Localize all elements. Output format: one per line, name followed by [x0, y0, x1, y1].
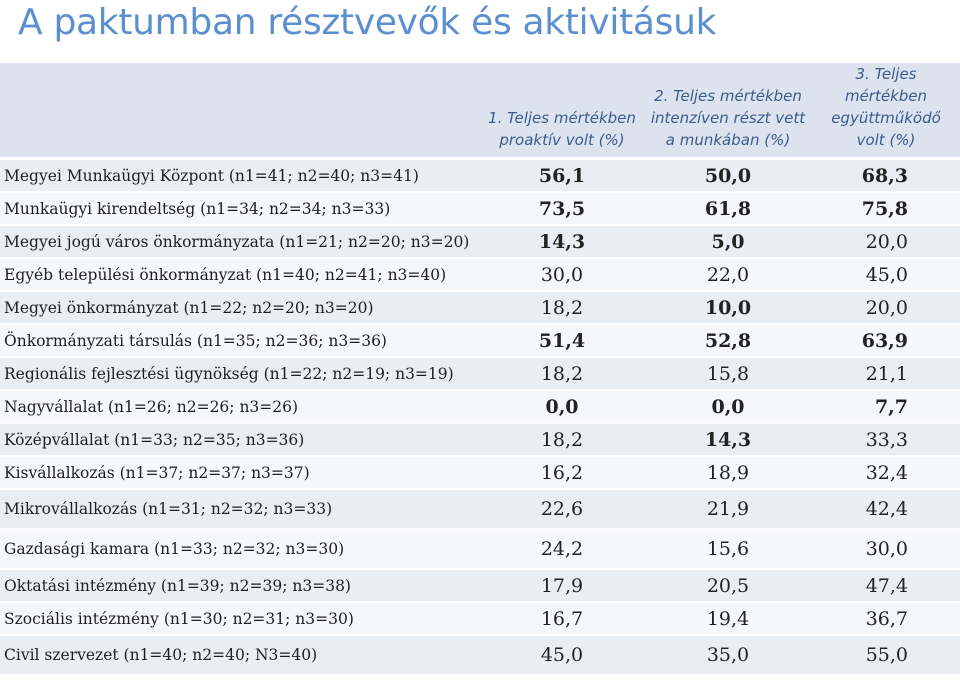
header-intensive: 2. Teljes mértékben intenzíven részt vet…: [644, 63, 812, 160]
table-row: Szociális intézmény (n1=30; n2=31; n3=30…: [0, 603, 960, 636]
table-row: Megyei Munkaügyi Központ (n1=41; n2=40; …: [0, 160, 960, 193]
value-cell-1: 45,0: [480, 636, 644, 676]
table-body: Megyei Munkaügyi Központ (n1=41; n2=40; …: [0, 160, 960, 676]
value-cell-1: 0,0: [480, 391, 644, 424]
value-cell-1: 30,0: [480, 259, 644, 292]
row-label: Civil szervezet (n1=40; n2=40; N3=40): [0, 636, 480, 676]
table-row: Mikrovállalkozás (n1=31; n2=32; n3=33) 22…: [0, 490, 960, 530]
row-label: Megyei jogú város önkormányzata (n1=21; …: [0, 226, 480, 259]
value-cell-1: 16,2: [480, 457, 644, 490]
header-blank: [0, 63, 480, 160]
value-cell-3: 75,8: [812, 193, 960, 226]
row-label: Kisvállalkozás (n1=37; n2=37; n3=37): [0, 457, 480, 490]
value-cell-1: 18,2: [480, 424, 644, 457]
value-cell-2: 19,4: [644, 603, 812, 636]
value-cell-2: 20,5: [644, 570, 812, 603]
value-cell-3: 55,0: [812, 636, 960, 676]
value-cell-2: 18,9: [644, 457, 812, 490]
row-label: Megyei Munkaügyi Központ (n1=41; n2=40; …: [0, 160, 480, 193]
table-row: Önkormányzati társulás (n1=35; n2=36; n3…: [0, 325, 960, 358]
value-cell-1: 16,7: [480, 603, 644, 636]
value-cell-3: 32,4: [812, 457, 960, 490]
row-label: Regionális fejlesztési ügynökség (n1=22;…: [0, 358, 480, 391]
value-cell-3: 63,9: [812, 325, 960, 358]
row-label: Munkaügyi kirendeltség (n1=34; n2=34; n3…: [0, 193, 480, 226]
value-cell-1: 18,2: [480, 292, 644, 325]
row-label: Gazdasági kamara (n1=33; n2=32; n3=30): [0, 530, 480, 570]
table-row: Munkaügyi kirendeltség (n1=34; n2=34; n3…: [0, 193, 960, 226]
value-cell-1: 24,2: [480, 530, 644, 570]
table-row: Gazdasági kamara (n1=33; n2=32; n3=30) 24…: [0, 530, 960, 570]
value-cell-1: 17,9: [480, 570, 644, 603]
value-cell-2: 52,8: [644, 325, 812, 358]
value-cell-1: 14,3: [480, 226, 644, 259]
value-cell-2: 50,0: [644, 160, 812, 193]
value-cell-2: 21,9: [644, 490, 812, 530]
value-cell-2: 10,0: [644, 292, 812, 325]
value-cell-2: 0,0: [644, 391, 812, 424]
value-cell-3: 30,0: [812, 530, 960, 570]
value-cell-3: 21,1: [812, 358, 960, 391]
row-label: Középvállalat (n1=33; n2=35; n3=36): [0, 424, 480, 457]
row-label: Egyéb települési önkormányzat (n1=40; n2…: [0, 259, 480, 292]
table-row: Egyéb települési önkormányzat (n1=40; n2…: [0, 259, 960, 292]
value-cell-3: 45,0: [812, 259, 960, 292]
table-row: Regionális fejlesztési ügynökség (n1=22;…: [0, 358, 960, 391]
header-cooperative: 3. Teljes mértékben együttműködő volt (%…: [812, 63, 960, 160]
row-label: Önkormányzati társulás (n1=35; n2=36; n3…: [0, 325, 480, 358]
value-cell-3: 20,0: [812, 226, 960, 259]
value-cell-3: 7,7: [812, 391, 960, 424]
table-header-row: 1. Teljes mértékben proaktív volt (%) 2.…: [0, 63, 960, 160]
participants-table: 1. Teljes mértékben proaktív volt (%) 2.…: [0, 63, 960, 676]
value-cell-3: 36,7: [812, 603, 960, 636]
value-cell-2: 35,0: [644, 636, 812, 676]
row-label: Szociális intézmény (n1=30; n2=31; n3=30…: [0, 603, 480, 636]
page-title: A paktumban résztvevők és aktivitásuk: [18, 2, 717, 43]
value-cell-3: 68,3: [812, 160, 960, 193]
table-row: Oktatási intézmény (n1=39; n2=39; n3=38)…: [0, 570, 960, 603]
value-cell-3: 47,4: [812, 570, 960, 603]
value-cell-1: 22,6: [480, 490, 644, 530]
header-proactive: 1. Teljes mértékben proaktív volt (%): [480, 63, 644, 160]
row-label: Nagyvállalat (n1=26; n2=26; n3=26): [0, 391, 480, 424]
table-row: Középvállalat (n1=33; n2=35; n3=36) 18,2 1…: [0, 424, 960, 457]
value-cell-1: 73,5: [480, 193, 644, 226]
value-cell-2: 15,6: [644, 530, 812, 570]
value-cell-3: 42,4: [812, 490, 960, 530]
value-cell-2: 61,8: [644, 193, 812, 226]
value-cell-3: 33,3: [812, 424, 960, 457]
table-row: Civil szervezet (n1=40; n2=40; N3=40) 45,…: [0, 636, 960, 676]
row-label: Megyei önkormányzat (n1=22; n2=20; n3=20…: [0, 292, 480, 325]
table-row: Kisvállalkozás (n1=37; n2=37; n3=37) 16,2…: [0, 457, 960, 490]
table-row: Megyei önkormányzat (n1=22; n2=20; n3=20…: [0, 292, 960, 325]
row-label: Mikrovállalkozás (n1=31; n2=32; n3=33): [0, 490, 480, 530]
value-cell-2: 5,0: [644, 226, 812, 259]
value-cell-3: 20,0: [812, 292, 960, 325]
value-cell-1: 56,1: [480, 160, 644, 193]
value-cell-1: 51,4: [480, 325, 644, 358]
value-cell-2: 14,3: [644, 424, 812, 457]
row-label: Oktatási intézmény (n1=39; n2=39; n3=38): [0, 570, 480, 603]
value-cell-1: 18,2: [480, 358, 644, 391]
value-cell-2: 15,8: [644, 358, 812, 391]
table-row: Megyei jogú város önkormányzata (n1=21; …: [0, 226, 960, 259]
value-cell-2: 22,0: [644, 259, 812, 292]
table-row: Nagyvállalat (n1=26; n2=26; n3=26) 0,0 0,0…: [0, 391, 960, 424]
